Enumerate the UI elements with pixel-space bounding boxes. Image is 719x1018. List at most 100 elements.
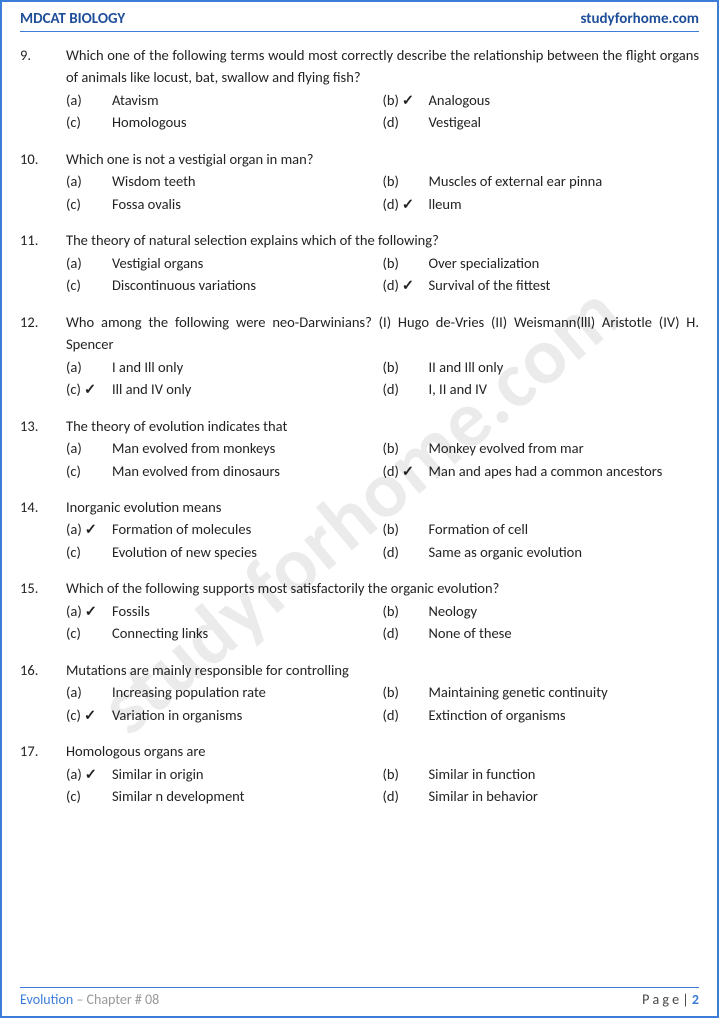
option: (d)None of these — [383, 622, 700, 644]
option: (d)✓Survival of the fittest — [383, 274, 700, 296]
options: (a)Wisdom teeth(b)Muscles of external ea… — [66, 170, 699, 215]
option: (a)Man evolved from monkeys — [66, 437, 383, 459]
options: (a)✓Similar in origin(b)Similar in funct… — [66, 763, 699, 808]
option: (c)✓Ill and IV only — [66, 378, 383, 400]
question-row: 10.Which one is not a vestigial organ in… — [20, 148, 699, 170]
option: (b)Similar in function — [383, 763, 700, 785]
question-number: 11. — [20, 229, 66, 251]
option-text: None of these — [429, 622, 700, 644]
option-text: Formation of cell — [429, 518, 700, 540]
options: (a)✓Fossils(b)Neology(c)Connecting links… — [66, 600, 699, 645]
option-text: Man evolved from monkeys — [112, 437, 383, 459]
question-row: 11.The theory of natural selection expla… — [20, 229, 699, 251]
option: (d)Similar in behavior — [383, 785, 700, 807]
option-label: (a)✓ — [66, 600, 112, 622]
option-label: (d) — [383, 785, 429, 807]
option-text: Same as organic evolution — [429, 541, 700, 563]
option-label: (c) — [66, 541, 112, 563]
option-text: Similar in origin — [112, 763, 383, 785]
option: (b)Maintaining genetic continuity — [383, 681, 700, 703]
options: (a)Vestigial organs(b)Over specializatio… — [66, 252, 699, 297]
check-icon: ✓ — [402, 89, 414, 111]
check-icon: ✓ — [402, 193, 414, 215]
option-label: (a)✓ — [66, 763, 112, 785]
option-text: Similar in function — [429, 763, 700, 785]
option: (b)✓Analogous — [383, 89, 700, 111]
option: (a)Wisdom teeth — [66, 170, 383, 192]
question: 12.Who among the following were neo-Darw… — [20, 311, 699, 401]
option-label: (d)✓ — [383, 274, 429, 296]
question-number: 15. — [20, 577, 66, 599]
option-text: lleum — [429, 193, 700, 215]
option-text: Analogous — [429, 89, 700, 111]
option-text: Extinction of organisms — [429, 704, 700, 726]
option-label: (b) — [383, 437, 429, 459]
option-label: (b) — [383, 356, 429, 378]
question-row: 9.Which one of the following terms would… — [20, 44, 699, 89]
option-text: Formation of molecules — [112, 518, 383, 540]
option-label: (b) — [383, 170, 429, 192]
option-text: Monkey evolved from mar — [429, 437, 700, 459]
header-title: MDCAT BIOLOGY — [20, 10, 125, 28]
option: (a)✓Similar in origin — [66, 763, 383, 785]
option-text: Increasing population rate — [112, 681, 383, 703]
option: (a)Atavism — [66, 89, 383, 111]
question-number: 9. — [20, 44, 66, 66]
footer-page-label: P a g e | — [642, 991, 692, 1008]
option-label: (a) — [66, 170, 112, 192]
option-label: (b) — [383, 681, 429, 703]
question-text: The theory of evolution indicates that — [66, 415, 699, 437]
question-row: 16.Mutations are mainly responsible for … — [20, 659, 699, 681]
option-label: (a) — [66, 356, 112, 378]
question: 14.Inorganic evolution means(a)✓Formatio… — [20, 496, 699, 563]
question: 9.Which one of the following terms would… — [20, 44, 699, 134]
option: (b)Neology — [383, 600, 700, 622]
option-label: (b) — [383, 763, 429, 785]
question: 13.The theory of evolution indicates tha… — [20, 415, 699, 482]
option-text: II and Ill only — [429, 356, 700, 378]
option-label: (c)✓ — [66, 704, 112, 726]
check-icon: ✓ — [84, 378, 96, 400]
option-text: Similar n development — [112, 785, 383, 807]
option-text: Ill and IV only — [112, 378, 383, 400]
option-text: Muscles of external ear pinna — [429, 170, 700, 192]
option: (c)✓Variation in organisms — [66, 704, 383, 726]
option-text: Variation in organisms — [112, 704, 383, 726]
option-label: (c) — [66, 111, 112, 133]
option-label: (d)✓ — [383, 193, 429, 215]
option-label: (d) — [383, 704, 429, 726]
option: (d)Vestigeal — [383, 111, 700, 133]
footer: Evolution – Chapter # 08 P a g e | 2 — [20, 987, 699, 1008]
option-text: Over specialization — [429, 252, 700, 274]
option: (b)Muscles of external ear pinna — [383, 170, 700, 192]
option-label: (d)✓ — [383, 460, 429, 482]
question: 15.Which of the following supports most … — [20, 577, 699, 644]
footer-sep: – — [73, 991, 86, 1008]
question-row: 12.Who among the following were neo-Darw… — [20, 311, 699, 356]
option-label: (a) — [66, 252, 112, 274]
footer-left: Evolution – Chapter # 08 — [20, 991, 159, 1008]
option-label: (b)✓ — [383, 89, 429, 111]
option: (b)Over specialization — [383, 252, 700, 274]
question-number: 14. — [20, 496, 66, 518]
question-text: Inorganic evolution means — [66, 496, 699, 518]
check-icon: ✓ — [402, 460, 414, 482]
option: (c)Fossa ovalis — [66, 193, 383, 215]
option-text: I and Ill only — [112, 356, 383, 378]
question: 16.Mutations are mainly responsible for … — [20, 659, 699, 726]
question-text: Mutations are mainly responsible for con… — [66, 659, 699, 681]
option: (d)✓Man and apes had a common ancestors — [383, 460, 700, 482]
check-icon: ✓ — [85, 518, 97, 540]
option: (a)Vestigial organs — [66, 252, 383, 274]
option-label: (a) — [66, 681, 112, 703]
option-text: Fossils — [112, 600, 383, 622]
option-label: (d) — [383, 541, 429, 563]
option-label: (a)✓ — [66, 518, 112, 540]
check-icon: ✓ — [85, 600, 97, 622]
option-label: (b) — [383, 252, 429, 274]
page: studyforhome.com MDCAT BIOLOGY studyforh… — [0, 0, 719, 1018]
footer-chapnum: Chapter # 08 — [87, 991, 160, 1008]
option-label: (b) — [383, 518, 429, 540]
option-text: Homologous — [112, 111, 383, 133]
option-text: Man evolved from dinosaurs — [112, 460, 383, 482]
